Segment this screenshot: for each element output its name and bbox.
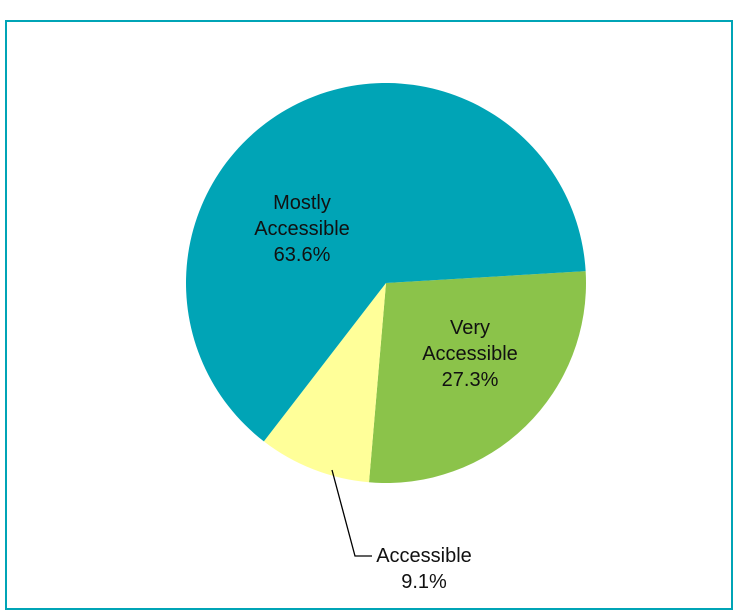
pie-slice-accessible [263,283,386,483]
pie-label-accessible: Accessible 9.1% [376,545,472,593]
pie-label-very-accessible: Very Accessible 27.3% [422,317,518,391]
pie-slice-mostly-accessible [186,82,586,442]
pie-leader-line-accessible [331,469,372,557]
pie-slice-very-accessible [368,271,587,484]
pie-slices [186,82,587,484]
pie-labels: Very Accessible 27.3% Accessible 9.1% Mostly A… [254,192,518,593]
pie-label-mostly-accessible: Mostly Accessible 63.6% [254,192,350,266]
